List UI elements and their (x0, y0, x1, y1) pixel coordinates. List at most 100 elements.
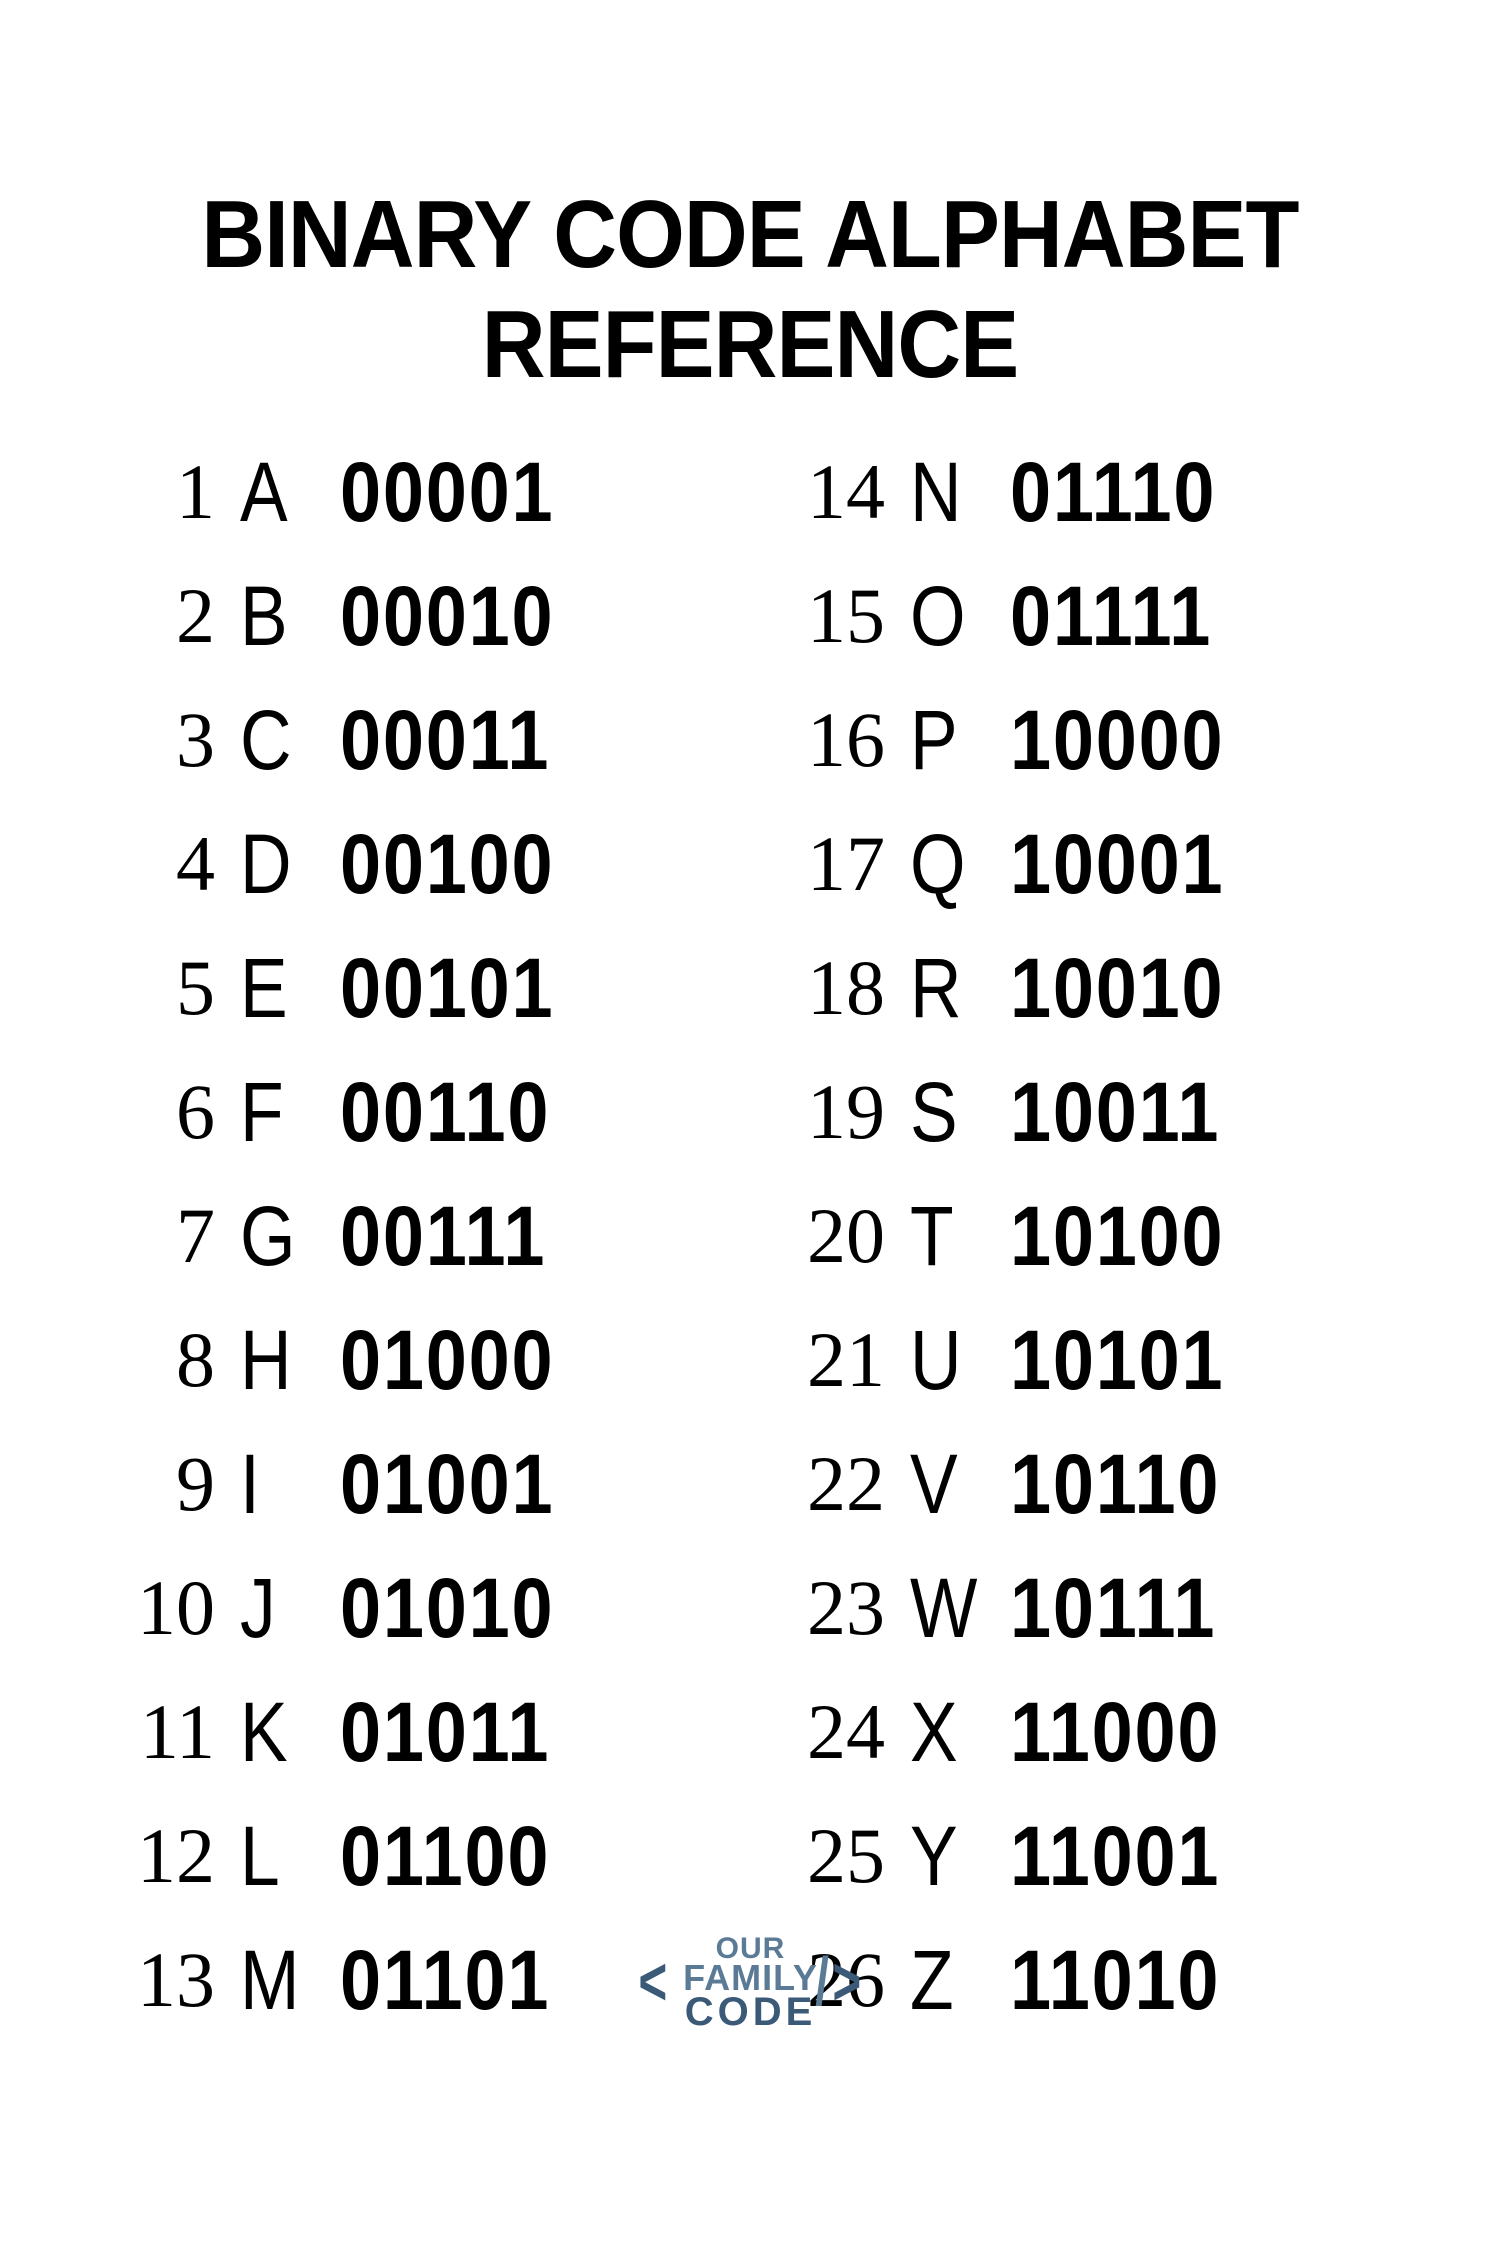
table-row: 22 V 10110 (770, 1422, 1400, 1546)
table-row: 21 U 10101 (770, 1298, 1400, 1422)
row-letter: Z (910, 1932, 995, 2029)
row-binary: 00110 (340, 1064, 683, 1161)
row-number: 24 (770, 1687, 910, 1777)
row-binary: 11010 (1010, 1932, 1353, 2029)
row-number: 3 (100, 695, 240, 785)
table-row: 6 F 00110 (100, 1050, 730, 1174)
row-letter: D (240, 816, 325, 913)
row-number: 21 (770, 1315, 910, 1405)
row-letter: Q (910, 816, 995, 913)
row-letter: O (910, 568, 995, 665)
row-number: 1 (100, 447, 240, 537)
row-letter: A (240, 444, 325, 541)
row-binary: 10001 (1010, 816, 1353, 913)
row-binary: 01100 (340, 1808, 683, 1905)
row-number: 14 (770, 447, 910, 537)
row-binary: 10111 (1010, 1560, 1353, 1657)
table-row: 5 E 00101 (100, 926, 730, 1050)
row-letter: H (240, 1312, 325, 1409)
row-letter: R (910, 940, 995, 1037)
row-binary: 10101 (1010, 1312, 1353, 1409)
table-row: 11 K 01011 (100, 1670, 730, 1794)
table-row: 25 Y 11001 (770, 1794, 1400, 1918)
row-letter: E (240, 940, 325, 1037)
row-letter: B (240, 568, 325, 665)
row-letter: F (240, 1064, 325, 1161)
row-number: 10 (100, 1563, 240, 1653)
our-family-code-logo: < OUR FAMILY CODE / > (627, 1935, 874, 2030)
row-number: 8 (100, 1315, 240, 1405)
row-letter: W (910, 1560, 995, 1657)
row-binary: 10011 (1010, 1064, 1353, 1161)
table-row: 3 C 00011 (100, 678, 730, 802)
table-column-left: 1 A 00001 2 B 00010 3 C 00011 4 D 00100 … (100, 430, 730, 2042)
row-number: 11 (100, 1687, 240, 1777)
table-row: 18 R 10010 (770, 926, 1400, 1050)
table-row: 4 D 00100 (100, 802, 730, 926)
row-number: 7 (100, 1191, 240, 1281)
table-row: 2 B 00010 (100, 554, 730, 678)
row-number: 25 (770, 1811, 910, 1901)
table-row: 14 N 01110 (770, 430, 1400, 554)
row-letter: X (910, 1684, 995, 1781)
row-number: 19 (770, 1067, 910, 1157)
binary-alphabet-table: 1 A 00001 2 B 00010 3 C 00011 4 D 00100 … (80, 430, 1420, 2042)
row-binary: 00010 (340, 568, 683, 665)
table-row: 23 W 10111 (770, 1546, 1400, 1670)
table-column-right: 14 N 01110 15 O 01111 16 P 10000 17 Q 10… (770, 430, 1400, 2042)
row-binary: 11000 (1010, 1684, 1353, 1781)
row-binary: 01111 (1010, 568, 1353, 665)
row-letter: L (240, 1808, 325, 1905)
page: BINARY CODE ALPHABET REFERENCE 1 A 00001… (0, 0, 1500, 2250)
table-row: 17 Q 10001 (770, 802, 1400, 926)
row-number: 23 (770, 1563, 910, 1653)
table-row: 7 G 00111 (100, 1174, 730, 1298)
row-letter: M (240, 1932, 325, 2029)
row-binary: 10110 (1010, 1436, 1353, 1533)
row-number: 13 (100, 1935, 240, 2025)
row-binary: 01110 (1010, 444, 1353, 541)
row-number: 22 (770, 1439, 910, 1529)
row-number: 16 (770, 695, 910, 785)
table-row: 24 X 11000 (770, 1670, 1400, 1794)
row-letter: K (240, 1684, 325, 1781)
page-title: BINARY CODE ALPHABET REFERENCE (134, 180, 1367, 400)
table-row: 15 O 01111 (770, 554, 1400, 678)
row-number: 15 (770, 571, 910, 661)
row-letter: I (240, 1436, 325, 1533)
slash-icon: / (815, 1949, 829, 2017)
row-letter: Y (910, 1808, 995, 1905)
row-number: 20 (770, 1191, 910, 1281)
logo-line-code: CODE (685, 1994, 817, 2030)
row-binary: 00101 (340, 940, 683, 1037)
row-number: 2 (100, 571, 240, 661)
table-row: 16 P 10000 (770, 678, 1400, 802)
row-binary: 01000 (340, 1312, 683, 1409)
table-row: 20 T 10100 (770, 1174, 1400, 1298)
row-binary: 10000 (1010, 692, 1353, 789)
angle-bracket-close-icon: > (833, 1949, 862, 2017)
row-letter: G (240, 1188, 325, 1285)
row-number: 6 (100, 1067, 240, 1157)
logo-text: OUR FAMILY CODE (683, 1935, 818, 2030)
row-binary: 01010 (340, 1560, 683, 1657)
row-binary: 01001 (340, 1436, 683, 1533)
row-number: 18 (770, 943, 910, 1033)
table-row: 10 J 01010 (100, 1546, 730, 1670)
row-letter: T (910, 1188, 995, 1285)
row-binary: 01011 (340, 1684, 683, 1781)
row-letter: S (910, 1064, 995, 1161)
row-binary: 00001 (340, 444, 683, 541)
row-number: 9 (100, 1439, 240, 1529)
row-letter: P (910, 692, 995, 789)
table-row: 19 S 10011 (770, 1050, 1400, 1174)
row-number: 4 (100, 819, 240, 909)
row-number: 17 (770, 819, 910, 909)
row-letter: N (910, 444, 995, 541)
table-row: 1 A 00001 (100, 430, 730, 554)
table-row: 9 I 01001 (100, 1422, 730, 1546)
row-binary: 00111 (340, 1188, 683, 1285)
row-letter: C (240, 692, 325, 789)
row-letter: U (910, 1312, 995, 1409)
row-number: 5 (100, 943, 240, 1033)
